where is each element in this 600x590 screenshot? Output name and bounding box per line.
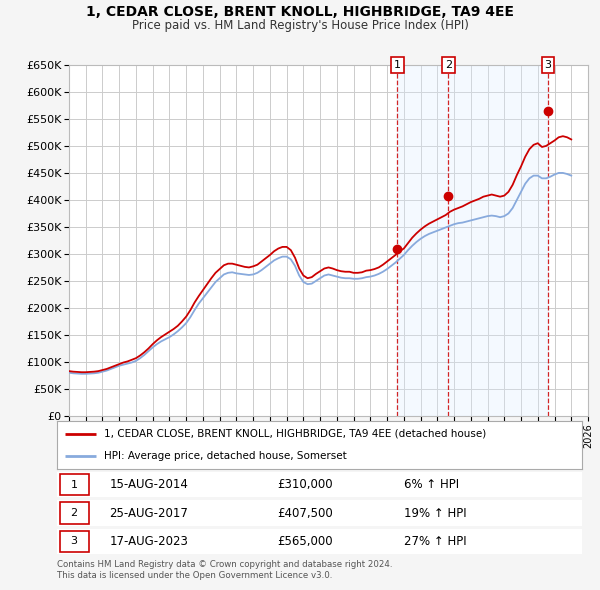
Text: 2: 2 (71, 508, 77, 518)
Text: 15-AUG-2014: 15-AUG-2014 (110, 478, 188, 491)
Text: 25-AUG-2017: 25-AUG-2017 (110, 506, 188, 520)
Text: Price paid vs. HM Land Registry's House Price Index (HPI): Price paid vs. HM Land Registry's House … (131, 19, 469, 32)
Text: 1: 1 (71, 480, 77, 490)
Text: 1, CEDAR CLOSE, BRENT KNOLL, HIGHBRIDGE, TA9 4EE: 1, CEDAR CLOSE, BRENT KNOLL, HIGHBRIDGE,… (86, 5, 514, 19)
Text: 17-AUG-2023: 17-AUG-2023 (110, 535, 188, 548)
FancyBboxPatch shape (59, 474, 89, 496)
Text: 3: 3 (71, 536, 77, 546)
Text: HPI: Average price, detached house, Somerset: HPI: Average price, detached house, Some… (104, 451, 347, 461)
Text: Contains HM Land Registry data © Crown copyright and database right 2024.: Contains HM Land Registry data © Crown c… (57, 560, 392, 569)
Text: 27% ↑ HPI: 27% ↑ HPI (404, 535, 466, 548)
Text: This data is licensed under the Open Government Licence v3.0.: This data is licensed under the Open Gov… (57, 571, 332, 579)
Text: 19% ↑ HPI: 19% ↑ HPI (404, 506, 466, 520)
Bar (397, 65, 548, 416)
Text: 6% ↑ HPI: 6% ↑ HPI (404, 478, 458, 491)
Text: £407,500: £407,500 (277, 506, 333, 520)
Text: 1: 1 (394, 60, 401, 70)
Text: 3: 3 (545, 60, 551, 70)
FancyBboxPatch shape (59, 502, 89, 524)
Text: 1, CEDAR CLOSE, BRENT KNOLL, HIGHBRIDGE, TA9 4EE (detached house): 1, CEDAR CLOSE, BRENT KNOLL, HIGHBRIDGE,… (104, 429, 487, 439)
Text: £565,000: £565,000 (277, 535, 333, 548)
FancyBboxPatch shape (59, 530, 89, 552)
Text: 2: 2 (445, 60, 452, 70)
Text: £310,000: £310,000 (277, 478, 333, 491)
